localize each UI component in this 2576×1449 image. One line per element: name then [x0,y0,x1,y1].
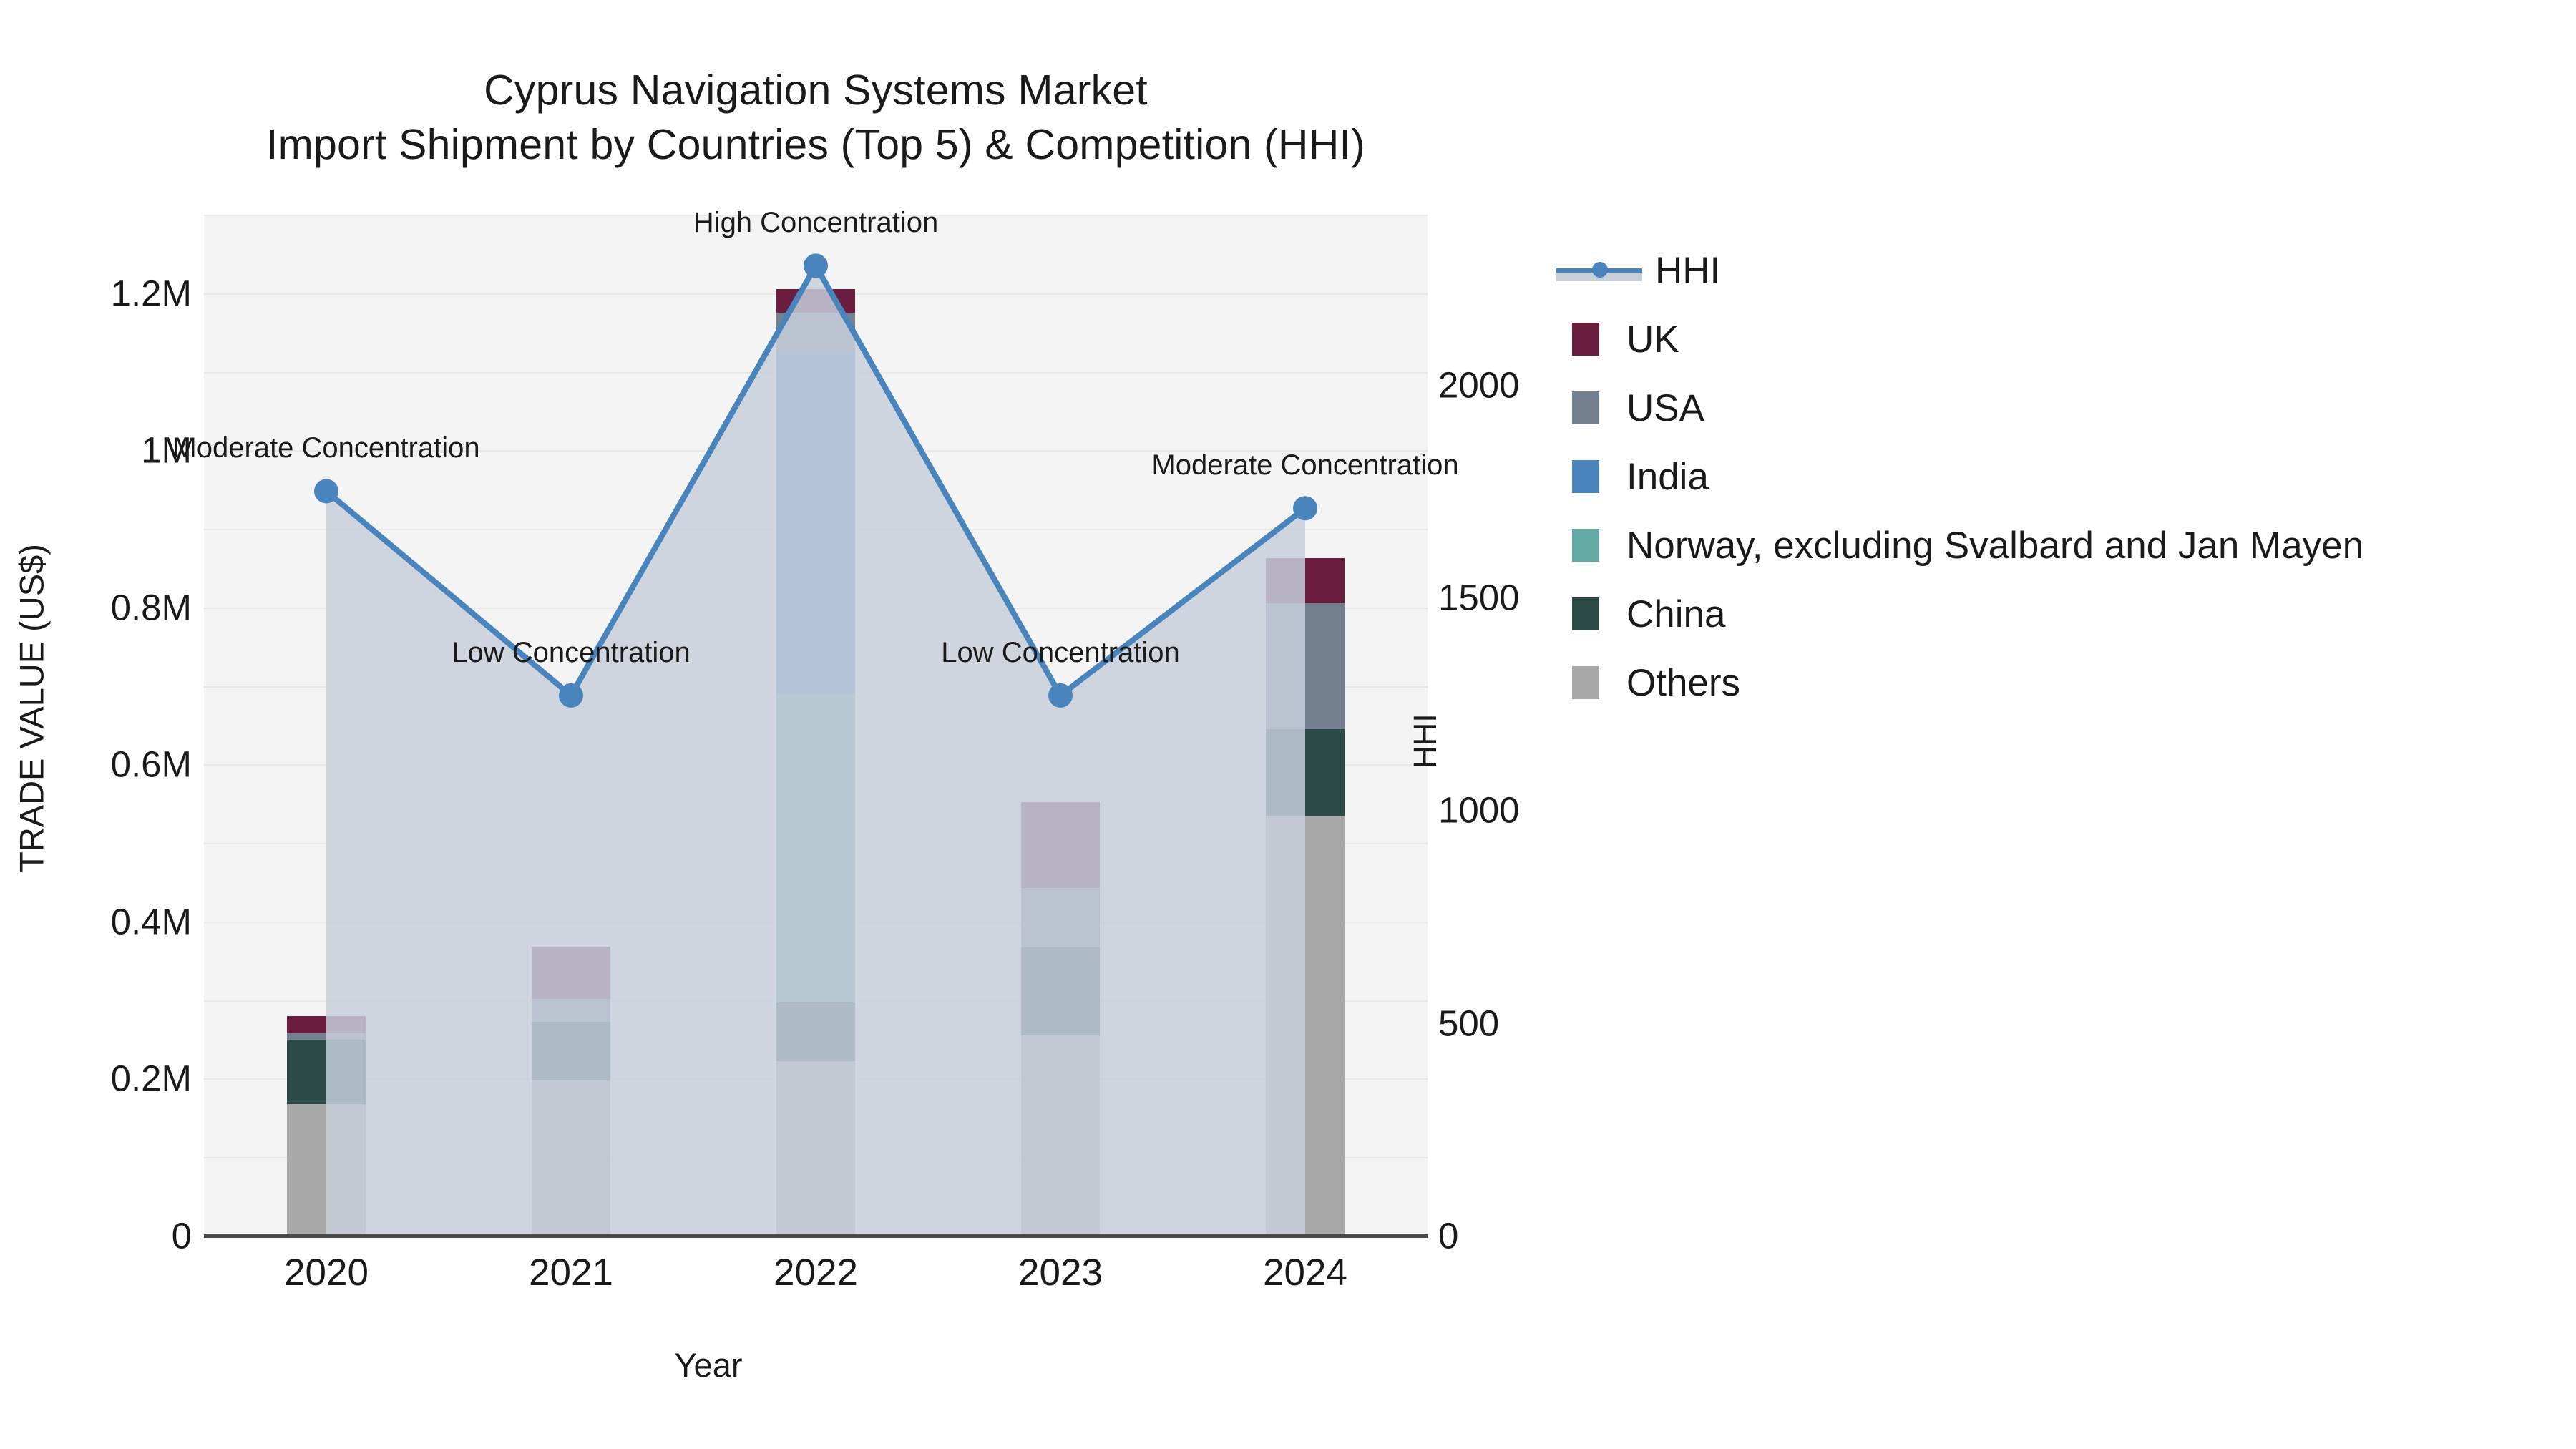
bar-segment[interactable] [532,998,610,1023]
bar-segment[interactable] [1266,557,1345,604]
x-axis-tick-label: 2022 [774,1252,858,1294]
bar-segment[interactable] [1266,729,1345,816]
plot-area: Moderate Concentration Low Concentration H… [172,207,1459,1236]
legend-color-swatch [1572,391,1599,424]
y-axis-right-tick-label: 500 [1438,1002,1500,1044]
bar-group[interactable] [1021,215,1100,1236]
bar-segment[interactable] [287,1039,366,1104]
legend-color-swatch [1572,323,1599,356]
bar-segment[interactable] [1021,947,1100,1036]
legend-item-label: USA [1626,386,1704,429]
legend-item[interactable]: HHI [1556,236,2558,305]
y-axis-left-title: TRADE VALUE (US$) [12,544,51,872]
bar-segment[interactable] [1021,1035,1100,1236]
chart-title: Cyprus Navigation Systems Market Import … [0,63,1631,172]
x-axis-tick-label: 2020 [284,1252,369,1294]
chart-title-line-1: Cyprus Navigation Systems Market [484,67,1148,114]
legend: HHI UK USA India Norway, excluding Svalbard … [1556,236,2558,717]
y-axis-right-title: HHI [1407,713,1443,769]
legend-color-swatch [1572,460,1599,493]
hhi-annotation-label: Moderate Concentration [1151,449,1459,482]
legend-marker-dot [1592,262,1608,278]
y-axis-right-tick-label: 1000 [1438,789,1520,831]
y-axis-left-tick-label: 1.2M [110,273,192,314]
bar-group[interactable] [287,215,366,1236]
legend-item-label: Others [1626,661,1741,704]
bar-group[interactable] [532,215,610,1236]
legend-item[interactable]: UK [1556,305,2558,374]
y-axis-right-tick-label: 1500 [1438,577,1520,618]
legend-color-swatch [1572,597,1599,630]
legend-color-swatch [1572,529,1599,562]
legend-item-label: Norway, excluding Svalbard and Jan Mayen [1626,524,2364,567]
bar-segment[interactable] [287,1015,366,1033]
legend-item[interactable]: China [1556,580,2558,648]
hhi-annotation-label: High Concentration [693,207,939,239]
y-axis-left-tick-label: 1M [141,429,192,471]
y-axis-right-ticks: 0 500 1000 1500 2000 [1438,0,1624,1449]
legend-item[interactable]: Norway, excluding Svalbard and Jan Mayen [1556,511,2558,580]
y-axis-left-tick-label: 0.6M [110,743,192,785]
bar-segment[interactable] [1266,603,1345,729]
bars-layer [204,215,1428,1236]
hhi-annotation-label: Low Concentration [941,636,1180,668]
y-axis-left-tick-label: 0.4M [110,901,192,942]
chart-title-line-2: Import Shipment by Countries (Top 5) & C… [266,121,1365,168]
y-axis-left-tick-label: 0.2M [110,1058,192,1099]
legend-item-label: India [1626,455,1709,498]
x-axis-line [204,1234,1428,1238]
bar-segment[interactable] [776,313,855,353]
bar-segment[interactable] [1021,802,1100,888]
bar-group[interactable] [776,215,855,1236]
legend-item-label: UK [1626,318,1679,361]
bar-segment[interactable] [532,947,610,999]
legend-item[interactable]: India [1556,442,2558,511]
bar-segment[interactable] [532,1022,610,1080]
bar-group[interactable] [1266,215,1345,1236]
y-axis-left-ticks: 0 0.2M 0.4M 0.6M 0.8M 1M 1.2M [0,0,192,1449]
y-axis-right-tick-label: 0 [1438,1215,1459,1257]
y-axis-left-tick-label: 0 [171,1215,192,1257]
bar-segment[interactable] [287,1033,366,1040]
x-axis-tick-label: 2024 [1263,1252,1347,1294]
bar-segment[interactable] [1021,887,1100,948]
bar-segment[interactable] [532,1080,610,1236]
x-axis-ticks: 2020 2021 2022 2023 2024 [204,1251,1428,1315]
bar-segment[interactable] [287,1103,366,1236]
bar-segment[interactable] [776,1061,855,1236]
y-axis-left-tick-label: 0.8M [110,587,192,628]
legend-item-label: China [1626,592,1726,635]
x-axis-title: Year [674,1346,743,1384]
bar-segment[interactable] [1266,815,1345,1236]
bar-segment[interactable] [776,352,855,694]
legend-item[interactable]: Others [1556,648,2558,717]
legend-item-label: HHI [1655,249,1721,292]
gridline [204,215,1428,216]
legend-item[interactable]: USA [1556,374,2558,442]
bar-segment[interactable] [776,693,855,1002]
bar-segment[interactable] [776,1002,855,1062]
hhi-annotation-label: Low Concentration [452,636,691,668]
legend-line-swatch [1556,254,1642,287]
x-axis-tick-label: 2023 [1018,1252,1103,1294]
x-axis-tick-label: 2021 [529,1252,613,1294]
y-axis-right-tick-label: 2000 [1438,364,1520,406]
hhi-annotation-label: Moderate Concentration [172,432,480,464]
bar-segment[interactable] [776,289,855,313]
legend-color-swatch [1572,666,1599,699]
